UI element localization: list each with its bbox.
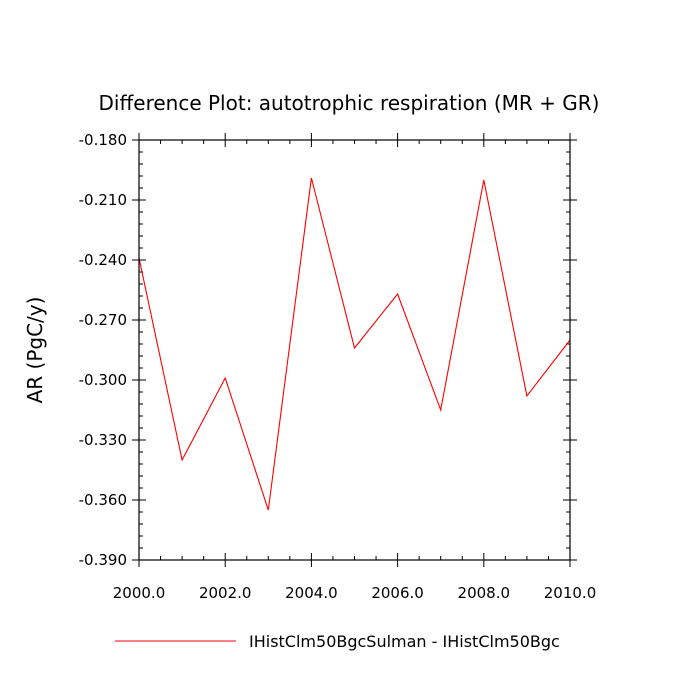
plot-frame (138, 139, 571, 561)
chart-title: Difference Plot: autotrophic respiration… (99, 91, 600, 115)
y-tick-label: -0.210 (79, 191, 127, 209)
y-tick-label: -0.300 (79, 371, 127, 389)
y-tick-label: -0.330 (79, 431, 127, 449)
y-tick-label: -0.360 (79, 491, 127, 509)
legend-label: IHistClm50BgcSulman - IHistClm50Bgc (249, 632, 560, 651)
y-tick-label: -0.240 (79, 251, 127, 269)
major-ticks (132, 133, 577, 567)
x-tick-label: 2000.0 (113, 584, 166, 602)
x-tick-label: 2010.0 (544, 584, 597, 602)
y-axis-label: AR (PgC/y) (23, 297, 47, 404)
y-tick-label: -0.180 (79, 131, 127, 149)
x-tick-labels: 2000.0 2002.0 2004.0 2006.0 2008.0 2010.0 (113, 584, 597, 602)
minor-ticks (139, 140, 570, 560)
x-tick-label: 2008.0 (458, 584, 511, 602)
x-tick-label: 2002.0 (199, 584, 252, 602)
legend: IHistClm50BgcSulman - IHistClm50Bgc (115, 632, 560, 651)
y-tick-label: -0.270 (79, 311, 127, 329)
x-tick-label: 2004.0 (285, 584, 338, 602)
x-tick-label: 2006.0 (371, 584, 424, 602)
series-lines (138, 177, 571, 511)
y-tick-labels: -0.180 -0.210 -0.240 -0.270 -0.300 -0.330 -0.3… (79, 131, 127, 569)
series-line (138, 177, 571, 511)
y-tick-label: -0.390 (79, 551, 127, 569)
